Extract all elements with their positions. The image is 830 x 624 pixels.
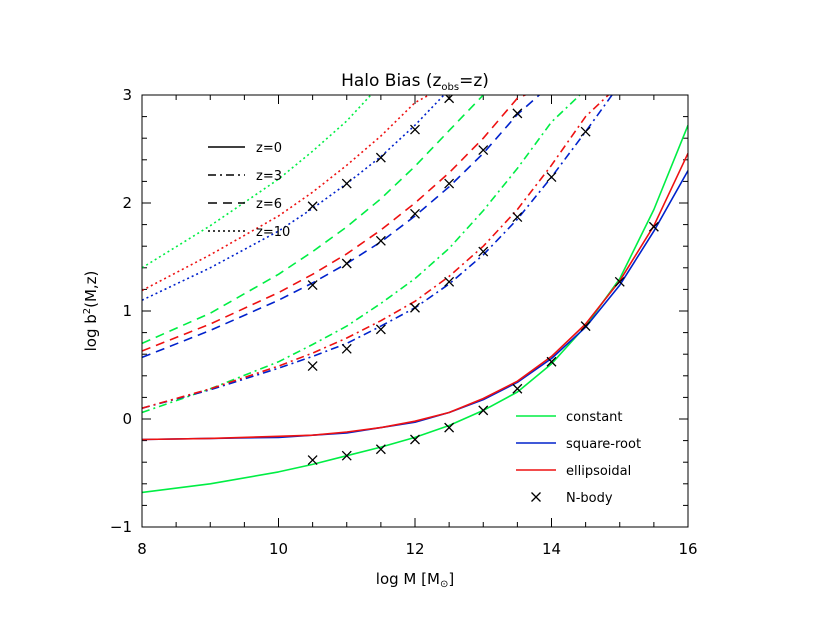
nbody-point <box>512 383 523 394</box>
y-tick-label: 2 <box>122 194 132 212</box>
nbody-point <box>546 356 557 367</box>
nbody-points <box>307 95 659 465</box>
chart-title: Halo Bias (zobs=z) <box>341 71 489 93</box>
nbody-point <box>307 455 318 465</box>
nbody-point <box>375 324 386 335</box>
series-line-ellipsoidal-z6 <box>142 95 528 352</box>
nbody-point <box>478 246 489 257</box>
chart-title-subscript: obs <box>441 82 459 93</box>
plot-frame <box>141 94 689 528</box>
linestyle-legend: z=0 z=3 z=6 z=10 <box>208 141 290 240</box>
y-axis-label-superscript: 2 <box>82 308 93 314</box>
nbody-point <box>410 302 420 313</box>
legend-label-square-root: square-root <box>566 437 641 452</box>
y-tick-label: 1 <box>122 302 132 320</box>
nbody-point <box>375 235 386 246</box>
nbody-point <box>444 276 455 287</box>
nbody-point <box>648 221 659 232</box>
nbody-point <box>444 178 455 189</box>
nbody-point <box>410 124 420 135</box>
nbody-point <box>307 280 318 291</box>
nbody-point <box>580 126 591 137</box>
model-legend: constant square-root ellipsoidal N-body <box>516 410 641 506</box>
nbody-point <box>375 444 386 455</box>
nbody-point <box>512 212 523 222</box>
series-line-constant-z6 <box>142 95 486 345</box>
nbody-point <box>478 405 489 416</box>
series-line-constant-z10 <box>142 95 372 269</box>
y-axis-label: log b2(M,z) <box>82 271 100 352</box>
nbody-point <box>307 361 318 372</box>
legend-label-z=3: z=3 <box>256 169 282 184</box>
x-tick-label: 14 <box>542 540 561 558</box>
legend-label-z=10: z=10 <box>256 225 290 240</box>
series-line-ellipsoidal-z10 <box>142 95 431 292</box>
nbody-point <box>546 172 557 183</box>
nbody-point <box>341 178 352 189</box>
nbody-point <box>444 422 455 433</box>
nbody-point <box>341 343 352 354</box>
nbody-point <box>307 201 318 212</box>
legend-label-z=0: z=0 <box>256 141 282 156</box>
x-axis-label: log M [M⊙] <box>376 570 454 590</box>
nbody-point <box>410 208 420 219</box>
nbody-point <box>580 321 591 332</box>
series-line-ellipsoidal-z0 <box>142 152 688 441</box>
nbody-point <box>341 450 352 461</box>
legend-marker-nbody <box>531 492 541 502</box>
x-tick-label: 8 <box>137 540 147 558</box>
series-line-square-root-z10 <box>142 95 446 301</box>
legend-label-ellipsoidal: ellipsoidal <box>566 464 631 479</box>
y-tick-label: 3 <box>122 86 132 104</box>
legend-label-z=6: z=6 <box>256 197 282 212</box>
x-tick-label: 16 <box>678 540 697 558</box>
nbody-point <box>375 152 386 163</box>
legend-label-constant: constant <box>566 410 623 425</box>
y-tick-label: −1 <box>110 518 132 536</box>
series-line-ellipsoidal-z3 <box>142 95 610 409</box>
nbody-point <box>614 276 625 287</box>
x-tick-label: 12 <box>405 540 424 558</box>
series-line-square-root-z6 <box>142 95 541 359</box>
series-line-constant-z3 <box>142 95 582 414</box>
x-axis-label-subscript: ⊙ <box>440 579 448 590</box>
nbody-point <box>478 145 489 156</box>
x-tick-label: 10 <box>269 540 288 558</box>
nbody-point <box>512 108 523 119</box>
y-tick-label: 0 <box>122 410 132 428</box>
series-layer <box>142 95 688 494</box>
legend-label-nbody: N-body <box>566 491 613 506</box>
nbody-point <box>410 434 420 445</box>
nbody-point <box>341 258 352 269</box>
